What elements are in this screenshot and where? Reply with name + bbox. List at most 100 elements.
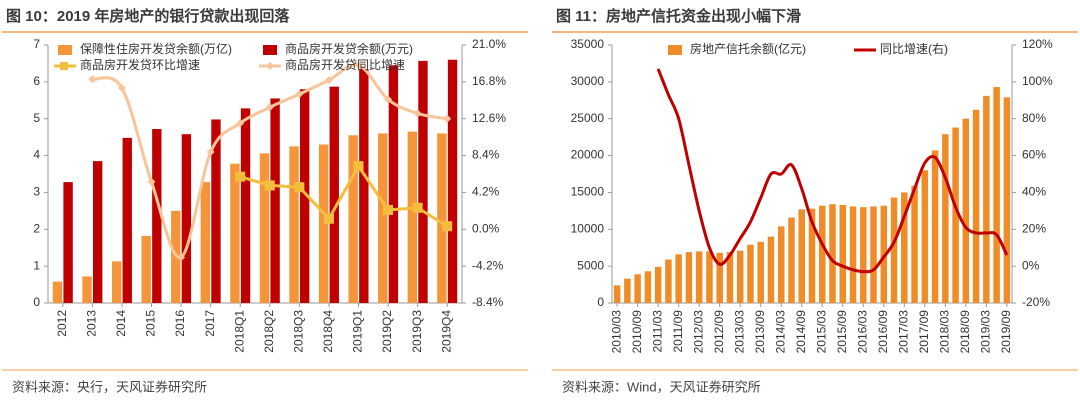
- y2-tick-label: 16.8%: [472, 74, 506, 88]
- legend-label: 保障性住房开发贷余额(万亿): [80, 41, 232, 56]
- legend-swatch: [668, 45, 682, 55]
- x-tick-label: 2015/03: [814, 310, 828, 354]
- chart-title: 图 10：2019 年房地产的银行贷款出现回落: [6, 7, 290, 25]
- marker: [147, 177, 156, 186]
- bar: [972, 109, 980, 304]
- x-tick-label: 2010/03: [609, 310, 623, 354]
- y2-tick-label: 120%: [1022, 37, 1053, 51]
- bar: [240, 108, 251, 303]
- marker: [236, 119, 245, 128]
- marker: [443, 114, 452, 123]
- x-tick-label: 2019/03: [979, 310, 993, 354]
- x-tick-label: 2019Q1: [351, 310, 365, 353]
- bar: [685, 252, 693, 303]
- bar: [181, 134, 192, 303]
- bar: [378, 133, 388, 303]
- x-tick-label: 2018/09: [958, 310, 972, 354]
- legend-label: 房地产信托余额(亿元): [690, 41, 806, 56]
- x-tick-label: 2012/03: [691, 310, 705, 354]
- x-tick-label: 2016/09: [876, 310, 890, 354]
- y2-tick-label: 80%: [1022, 111, 1046, 125]
- x-tick-label: 2010/09: [630, 310, 644, 354]
- bar: [819, 205, 826, 303]
- marker: [265, 103, 274, 112]
- x-tick-label: 2014/03: [773, 310, 787, 354]
- bar: [726, 252, 734, 303]
- bar: [706, 251, 713, 303]
- x-tick-label: 2015/09: [835, 310, 849, 354]
- bar: [613, 285, 621, 303]
- bar: [1003, 97, 1011, 303]
- bar: [624, 278, 631, 303]
- x-tick-label: 2012: [55, 310, 69, 337]
- bar: [757, 241, 764, 303]
- y-tick-label: 30000: [571, 74, 605, 88]
- x-tick-label: 2019/09: [999, 310, 1013, 354]
- marker: [412, 202, 423, 213]
- marker: [442, 221, 453, 232]
- bar: [299, 89, 310, 303]
- x-tick-label: 2017: [203, 310, 217, 337]
- bar: [388, 65, 399, 304]
- y-tick-label: 1: [33, 258, 40, 272]
- bar: [675, 254, 682, 303]
- y2-tick-label: -4.2%: [472, 258, 504, 272]
- bar: [418, 60, 428, 303]
- bar: [329, 86, 339, 303]
- y2-tick-label: -8.4%: [472, 295, 504, 309]
- bar: [993, 87, 1000, 303]
- bar: [942, 134, 949, 303]
- bar: [634, 274, 641, 303]
- x-tick-label: 2017/03: [896, 310, 910, 354]
- x-tick-label: 2013: [85, 310, 99, 337]
- y2-tick-label: -20%: [1022, 295, 1050, 309]
- y2-tick-label: 21.0%: [472, 37, 506, 51]
- bar: [901, 192, 908, 303]
- bar: [798, 209, 805, 303]
- source: 资料来源：央行，天风证券研究所: [12, 379, 207, 394]
- marker: [206, 148, 215, 157]
- y-tick-label: 0: [33, 295, 40, 309]
- marker: [354, 61, 363, 70]
- y2-tick-label: 20%: [1022, 221, 1046, 235]
- y-tick-label: 15000: [571, 185, 605, 199]
- marker: [177, 253, 186, 262]
- marker: [235, 171, 246, 182]
- x-tick-label: 2014: [114, 310, 128, 337]
- y2-tick-label: 100%: [1022, 74, 1053, 88]
- bar: [952, 127, 959, 303]
- line: [656, 68, 1009, 274]
- x-tick-label: 2017/09: [917, 310, 931, 354]
- bar: [447, 59, 458, 303]
- x-tick-label: 2019Q4: [439, 310, 453, 353]
- bar: [644, 271, 652, 303]
- x-tick-label: 2012/09: [712, 310, 726, 354]
- legend-swatch: [263, 45, 277, 55]
- x-tick-label: 2019Q3: [410, 310, 424, 353]
- legend-label: 同比增速(右): [880, 41, 948, 56]
- legend-marker: [266, 62, 274, 70]
- y-tick-label: 4: [33, 148, 40, 162]
- bar: [777, 226, 785, 303]
- bar: [890, 197, 898, 303]
- bar: [747, 244, 754, 303]
- bar: [200, 182, 211, 303]
- marker: [294, 182, 305, 193]
- x-tick-label: 2014/09: [794, 310, 808, 354]
- legend-label: 商品房开发贷余额(万元): [285, 41, 413, 56]
- y-tick-label: 20000: [571, 148, 605, 162]
- y2-tick-label: 12.6%: [472, 111, 506, 125]
- y-tick-label: 5: [33, 111, 40, 125]
- legend-marker: [60, 62, 68, 70]
- x-tick-label: 2019Q2: [380, 310, 394, 353]
- source: 资料来源：Wind，天风证券研究所: [562, 379, 761, 394]
- bar: [839, 204, 847, 303]
- y-tick-label: 3: [33, 185, 40, 199]
- bar: [359, 68, 369, 303]
- marker: [324, 76, 333, 85]
- bar: [921, 170, 929, 303]
- y-tick-label: 0: [597, 295, 604, 309]
- x-tick-label: 2015: [144, 310, 158, 337]
- bar: [211, 119, 221, 303]
